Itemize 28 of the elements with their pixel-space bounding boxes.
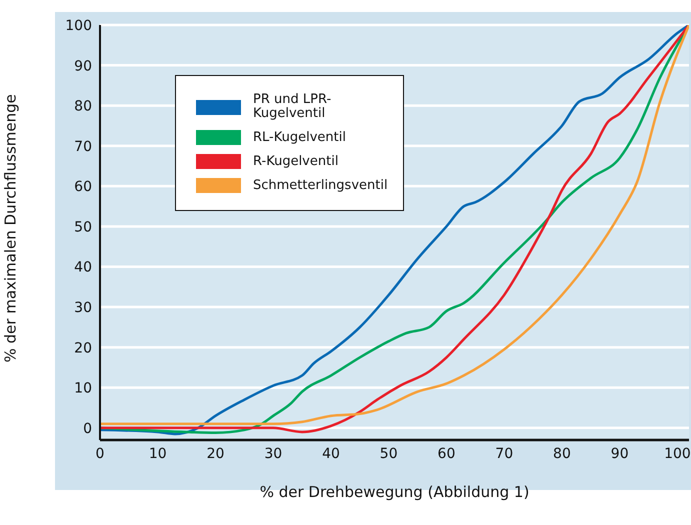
y-axis-title: % der maximalen Durchflussmenge xyxy=(1,94,20,362)
x-tick-label: 90 xyxy=(610,446,629,462)
x-axis-title: % der Drehbewegung (Abbildung 1) xyxy=(260,483,530,501)
x-tick-label: 20 xyxy=(206,446,224,462)
legend-label: RL-Kugelventil xyxy=(253,130,347,144)
x-tick-label: 0 xyxy=(96,446,104,462)
legend-label: PR und LPR-Kugelventil xyxy=(253,92,332,121)
legend-label: Schmetterlingsventil xyxy=(253,178,389,192)
y-tick-label: 0 xyxy=(83,420,92,437)
y-tick-label: 80 xyxy=(74,98,92,115)
y-tick-label: 30 xyxy=(74,300,92,316)
y-tick-label: 10 xyxy=(74,380,92,397)
x-tick-label: 100 xyxy=(664,446,691,462)
x-tick-label: 70 xyxy=(495,446,514,462)
y-tick-label: 40 xyxy=(74,260,92,276)
y-tick-label: 60 xyxy=(74,179,92,196)
y-tick-label: 50 xyxy=(74,219,92,236)
legend-label: R-Kugelventil xyxy=(253,154,340,168)
x-tick-label: 40 xyxy=(322,446,340,462)
y-tick-label: 100 xyxy=(65,18,92,34)
y-tick-label: 90 xyxy=(74,58,92,74)
y-tick-label: 70 xyxy=(74,138,92,155)
x-tick-label: 30 xyxy=(264,446,282,462)
x-tick-label: 10 xyxy=(148,446,167,462)
x-tick-label: 60 xyxy=(438,446,456,462)
y-tick-label: 20 xyxy=(74,340,92,356)
x-tick-label: 80 xyxy=(553,446,571,462)
x-tick-label: 50 xyxy=(380,446,398,462)
